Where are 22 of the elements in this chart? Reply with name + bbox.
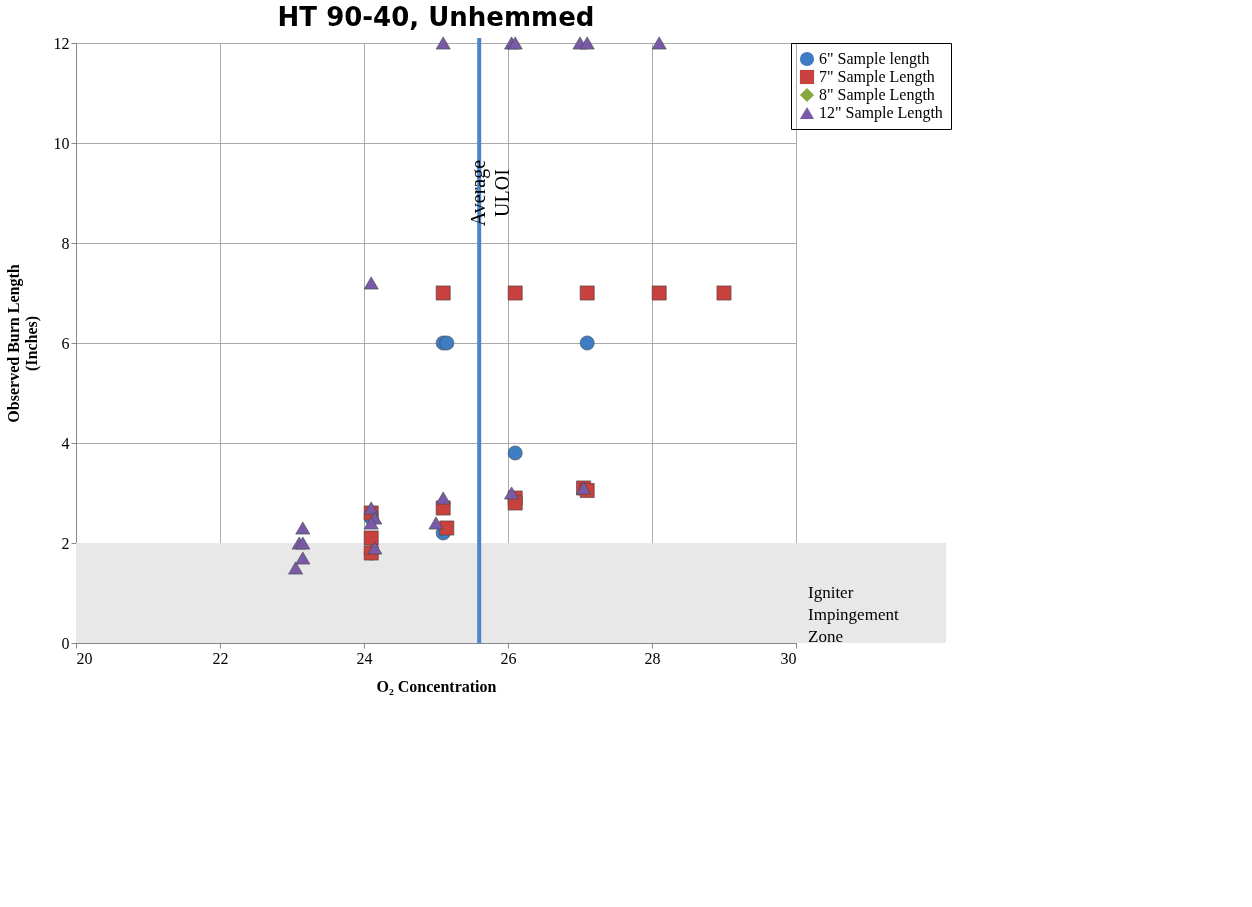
y-tick-label: 12 (53, 34, 70, 52)
x-tick-label: 24 (356, 649, 373, 667)
ref-line-label: Average ULOI (467, 159, 514, 227)
legend-label: 8" Sample Length (819, 86, 935, 104)
x-tick-label: 22 (212, 649, 229, 667)
x-tick-label: 20 (76, 649, 93, 667)
x-tick-label: 26 (500, 649, 517, 667)
y-tick-label: 10 (53, 134, 70, 152)
y-tick-label: 8 (61, 234, 70, 252)
x-tick-label: 28 (644, 649, 661, 667)
y-tick-label: 2 (61, 534, 70, 552)
y-axis-title: Observed Burn Length (Inches) (4, 264, 41, 423)
chart-title: HT 90-40, Unhemmed (277, 2, 595, 32)
x-axis-title: O₂ Concentration (376, 677, 497, 695)
y-tick-label: 4 (61, 434, 70, 452)
legend-label: 12" Sample Length (819, 104, 943, 122)
legend-label: 6" Sample length (819, 50, 930, 68)
x-tick-label: 30 (780, 649, 797, 667)
legend-label: 7" Sample Length (819, 68, 935, 86)
band-label: Igniter Impingement Zone (808, 583, 899, 646)
y-tick-label: 6 (61, 334, 70, 352)
y-tick-label: 0 (61, 634, 70, 652)
